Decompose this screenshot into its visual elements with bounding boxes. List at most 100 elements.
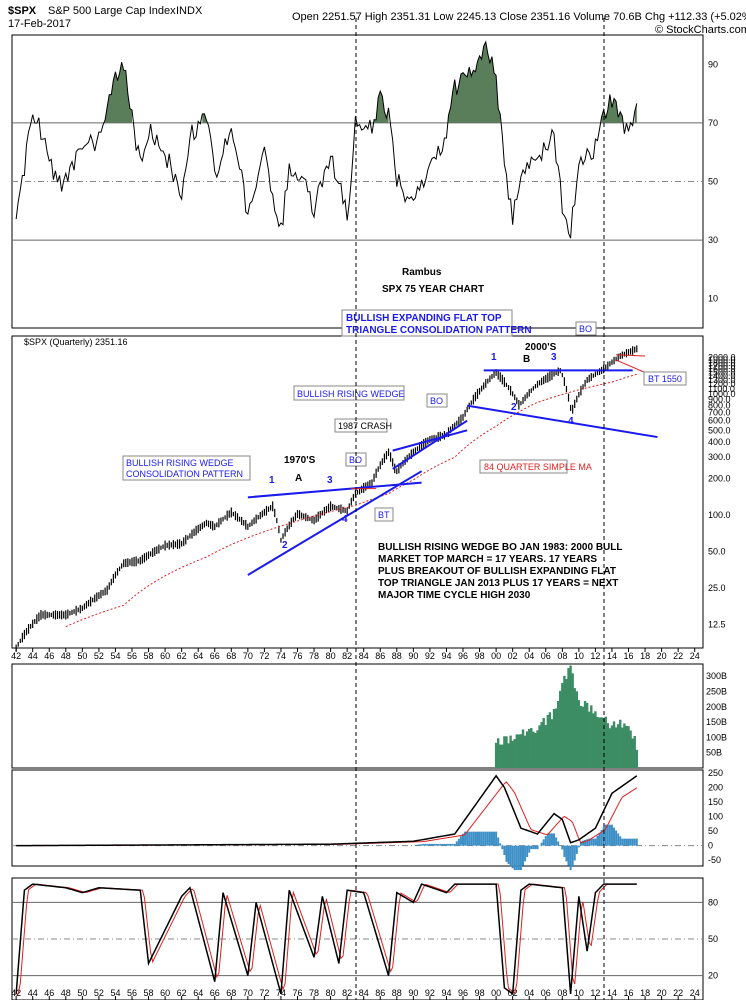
trendline-wedge2-lower — [392, 419, 468, 470]
x-axis-label-22: 22 — [673, 651, 683, 661]
volume-axis-label-0: 50B — [706, 748, 722, 758]
x-axis-label-14: 14 — [607, 651, 617, 661]
trendline-recent-upper — [616, 354, 646, 357]
wave1-label-1: 1 — [269, 475, 275, 486]
expanding-title-line2: TRIANGLE CONSOLIDATION PATTERN — [346, 325, 532, 336]
price-axis-label-1: 1900.0 — [708, 355, 736, 365]
x-axis-bottom-label-50: 50 — [77, 988, 87, 998]
volume-bar — [519, 734, 523, 768]
x-axis-label-62: 62 — [177, 651, 187, 661]
x-axis-bottom-label-46: 46 — [44, 988, 54, 998]
bo-box-2 — [426, 393, 448, 408]
volume-bar — [621, 727, 624, 768]
volume-bar — [523, 735, 527, 768]
expanding-title-box — [341, 309, 513, 337]
macd-histogram-bar — [553, 833, 556, 846]
ma-label-box — [479, 459, 568, 474]
macd-histogram-bar — [575, 845, 578, 854]
x-axis-label-18: 18 — [640, 651, 650, 661]
ma-84-line — [65, 373, 637, 628]
volume-bar — [544, 725, 547, 768]
macd-histogram-bar — [586, 839, 589, 846]
x-axis-bottom-label-54: 54 — [110, 988, 120, 998]
x-axis-label-42: 42 — [11, 651, 21, 661]
price-axis-label-7: 1300.0 — [708, 375, 736, 385]
x-axis-bottom-label-04: 04 — [524, 988, 534, 998]
volume-bar — [528, 728, 531, 768]
trendline-triangle-bottom — [466, 404, 658, 439]
macd-axis-label-5: 200 — [708, 782, 723, 792]
macd-histogram-bar — [542, 839, 545, 846]
macd-histogram-bar — [507, 845, 510, 864]
volume-bar — [517, 734, 521, 768]
macd-histogram-bar — [621, 838, 624, 846]
x-axis-bottom-label-12: 12 — [590, 988, 600, 998]
macd-histogram-bar — [534, 845, 537, 850]
volume-bar — [499, 744, 502, 768]
volume-panel: 50B 100B 150B 200B 250B 300B — [494, 665, 727, 768]
x-axis-bottom-label-76: 76 — [293, 988, 303, 998]
volume-bar — [567, 668, 570, 768]
macd-histogram-bar — [430, 843, 433, 846]
volume-bar — [494, 742, 498, 768]
x-axis-label-24: 24 — [690, 651, 700, 661]
volume-bar — [585, 702, 589, 768]
macd-histogram-bar — [546, 833, 549, 846]
chart-date: 17-Feb-2017 — [8, 18, 71, 30]
x-axis-label-02: 02 — [508, 651, 518, 661]
x-axis-bottom-label-22: 22 — [673, 988, 683, 998]
price-axis-label-11: 900.0 — [708, 394, 731, 404]
volume-bar — [614, 727, 618, 768]
macd-histogram-bar — [600, 829, 603, 846]
volume-bar — [619, 719, 622, 768]
x-axis-bottom-label-68: 68 — [226, 988, 236, 998]
macd-histogram-bar — [490, 831, 493, 846]
x-axis-bottom-label-18: 18 — [640, 988, 650, 998]
x-axis-label-86: 86 — [375, 651, 385, 661]
macd-histogram-bar — [482, 831, 485, 846]
price-axis-label-19: 100.0 — [708, 510, 731, 520]
x-axis-label-00: 00 — [491, 651, 501, 661]
x-axis-label-60: 60 — [160, 651, 170, 661]
volume-bar — [623, 723, 626, 768]
bt-1550-box — [643, 371, 687, 386]
x-axis-label-56: 56 — [127, 651, 137, 661]
volume-bar — [625, 725, 628, 768]
chart-title: SPX 75 YEAR CHART — [382, 284, 484, 295]
x-axis-bottom-label-44: 44 — [28, 988, 38, 998]
macd-histogram-bar — [455, 841, 458, 846]
macd-histogram-bar — [617, 833, 620, 846]
x-axis-label-10: 10 — [574, 651, 584, 661]
bt-box — [374, 507, 394, 522]
macd-histogram-bar — [623, 838, 626, 846]
macd-histogram-bar — [420, 844, 423, 846]
volume-bar — [594, 711, 597, 768]
macd-histogram-bar — [544, 836, 547, 846]
stoch-axis-label-1: 50 — [708, 934, 718, 944]
rsi-axis-label-4: 90 — [708, 59, 718, 69]
x-axis-label-84: 84 — [359, 651, 369, 661]
bt-1550-label: BT 1550 — [648, 374, 682, 384]
x-axis-bottom-label-98: 98 — [475, 988, 485, 998]
x-axis-label-94: 94 — [441, 651, 451, 661]
rising-wedge-1-line2: CONSOLIDATION PATTERN — [126, 469, 243, 479]
volume-bar — [608, 728, 612, 768]
x-axis-label-12: 12 — [590, 651, 600, 661]
x-axis-label-54: 54 — [110, 651, 120, 661]
volume-bar — [556, 700, 560, 768]
volume-axis-label-5: 300B — [706, 671, 727, 681]
x-axis-bottom-label-24: 24 — [690, 988, 700, 998]
macd-histogram-bar — [478, 831, 481, 846]
stoch-axis-label-2: 80 — [708, 897, 718, 907]
price-axis-label-3: 1700.0 — [708, 361, 736, 371]
volume-bar — [554, 708, 558, 768]
chart-credit: © StockCharts.com — [655, 24, 746, 36]
x-axis-bottom-label-72: 72 — [259, 988, 269, 998]
x-axis-bottom-label-56: 56 — [127, 988, 137, 998]
rsi-axis-label-1: 30 — [708, 235, 718, 245]
x-axis-bottom-label-14: 14 — [607, 988, 617, 998]
macd-histogram-bar — [582, 840, 585, 846]
volume-bar — [521, 729, 525, 768]
x-axis-label-98: 98 — [475, 651, 485, 661]
macd-histogram-bar — [484, 831, 487, 846]
